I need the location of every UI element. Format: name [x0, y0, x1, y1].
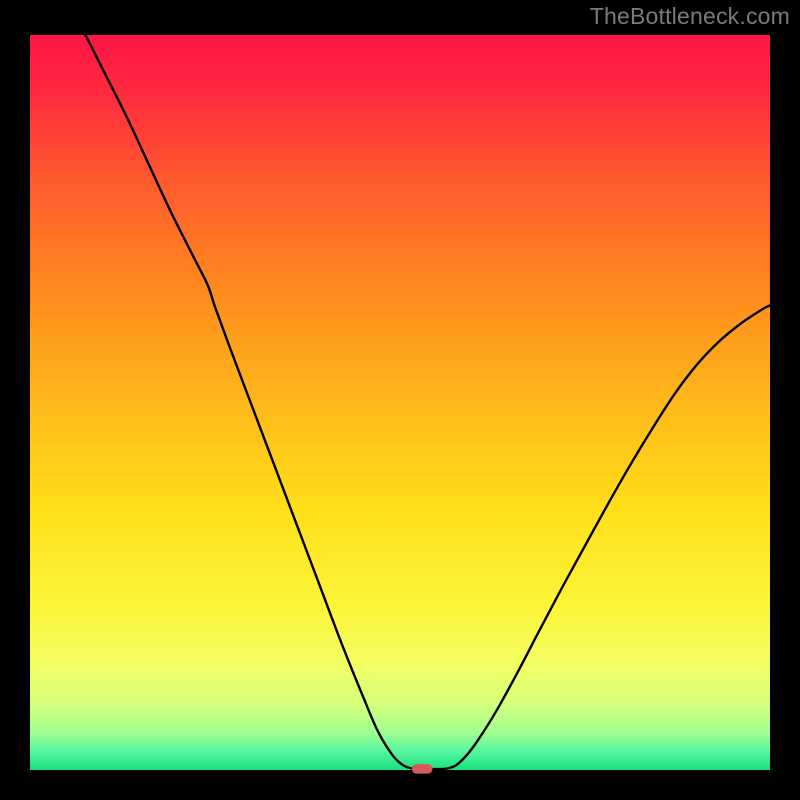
optimal-marker [412, 764, 433, 774]
bottleneck-chart [0, 0, 800, 800]
watermark-text: TheBottleneck.com [590, 3, 790, 30]
